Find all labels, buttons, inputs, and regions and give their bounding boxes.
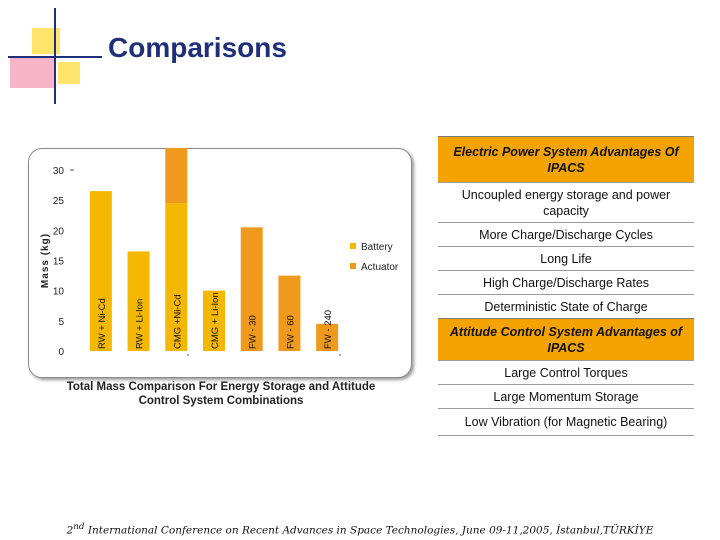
legend-swatch-actuator [350,263,356,269]
advantage-item: Low Vibration (for Magnetic Bearing) [438,408,694,436]
advantages-header: Attitude Control System Advantages of IP… [438,318,694,360]
bar-actuator-7 [316,323,339,351]
category-label: FW - 60 [285,315,296,349]
advantage-item: Deterministic State of Charge [438,294,694,318]
category-label: CMG + Li-Ion [210,292,221,349]
advantage-item: Large Control Torques [438,360,694,384]
category-label: FW - 240 [323,310,334,349]
mass-comparison-chart: 0 5 10 15 20 25 30 Mass (kg) RW + Ni-Cd RW + Li-I… [40,148,399,358]
bar-actuator-3 [165,148,188,204]
bar-actuator-6 [278,275,301,351]
category-label: CMG +Ni-Cd [172,294,183,349]
conference-footer: 2nd International Conference on Recent A… [0,522,720,537]
corner-square-pink [10,58,56,88]
legend-label-actuator: Actuator [361,262,399,273]
y-tick-label: 15 [53,257,65,268]
slide-title: Comparisons [108,32,287,63]
bar-battery-4 [203,290,225,351]
chart-caption: Total Mass Comparison For Energy Storage… [66,381,376,407]
category-label: FW - 30 [248,315,259,349]
legend-label-battery: Battery [361,242,393,253]
y-tick-label: 30 [53,166,65,177]
advantage-item: Long Life [438,246,694,270]
advantages-header: Electric Power System Advantages Of IPAC… [438,136,694,182]
category-label: RW + Ni-Cd [97,298,108,349]
footer-ordinal-suffix: nd [73,522,85,532]
advantage-item: More Charge/Discharge Cycles [438,222,694,246]
legend-swatch-battery [350,243,356,249]
advantages-panel: Electric Power System Advantages Of IPAC… [438,136,694,436]
y-tick-label: 5 [58,317,64,328]
category-label: RW + Li-Ion [135,299,146,349]
bar-battery-3 [165,203,188,351]
y-tick-label: 0 [58,347,64,358]
advantage-item: Large Momentum Storage [438,384,694,408]
corner-square-yellow-small [58,62,80,84]
footer-text: International Conference on Recent Advan… [84,524,654,537]
bar-battery-1 [89,191,112,351]
y-tick-label: 25 [53,196,65,207]
bar-actuator-5 [240,227,263,351]
footer-number: 2 [66,524,74,537]
advantage-item: High Charge/Discharge Rates [438,270,694,294]
y-tick-label: 20 [53,226,65,237]
y-tick-label: 10 [53,287,65,298]
advantage-item: Uncoupled energy storage and power capac… [438,182,694,222]
y-axis-label: Mass (kg) [40,233,51,288]
corner-horizontal-line [8,56,102,58]
bar-battery-2 [127,251,150,351]
